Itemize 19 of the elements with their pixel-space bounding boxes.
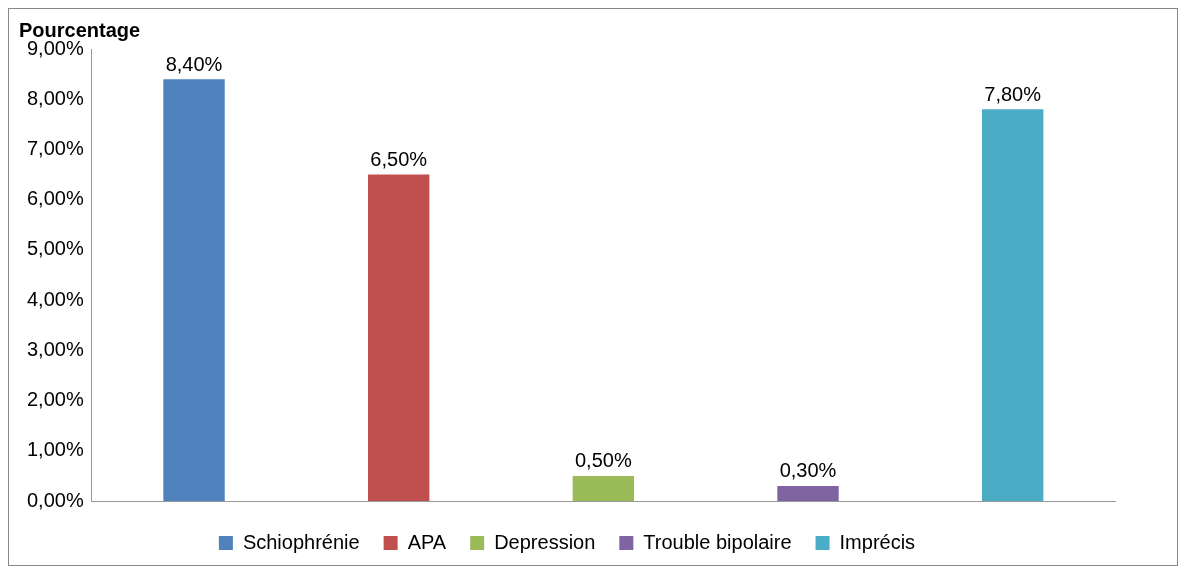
data-label: 8,40% [165, 52, 223, 75]
legend-label: Trouble bipolaire [643, 530, 792, 553]
legend-label: Depression [494, 530, 596, 553]
y-tick-label: 6,00% [26, 187, 84, 210]
y-tick-label: 7,00% [26, 136, 84, 159]
data-label: 0,50% [575, 449, 632, 472]
y-tick-label: 0,00% [26, 488, 84, 511]
y-tick-label: 8,00% [26, 86, 84, 109]
data-label: 6,50% [370, 148, 428, 171]
y-tick-label: 5,00% [26, 237, 84, 260]
y-tick-label: 2,00% [26, 388, 84, 411]
y-tick-label: 3,00% [26, 337, 84, 360]
legend-label: Imprécis [839, 530, 916, 553]
data-label: 7,80% [984, 82, 1042, 105]
legend-label: APA [407, 530, 447, 553]
y-tick-label: 4,00% [26, 287, 84, 310]
y-tick-label: 1,00% [26, 438, 84, 461]
data-label: 0,30% [779, 459, 837, 482]
legend-label: Schiophrénie [242, 530, 360, 553]
